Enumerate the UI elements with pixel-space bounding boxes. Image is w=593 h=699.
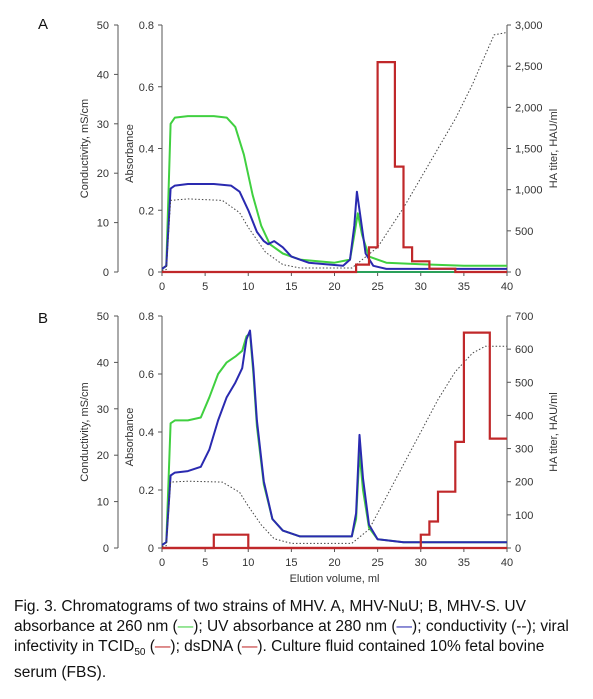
x-tick-label: 5	[202, 281, 208, 293]
absorbance-axis-label: Absorbance	[124, 408, 136, 467]
x-tick-label: 20	[328, 281, 340, 293]
absorbance-tick-label: 0.2	[139, 485, 154, 497]
x-tick-label: 35	[458, 557, 470, 569]
absorbance-tick-label: 0.8	[139, 311, 154, 323]
figure-caption: Fig. 3. Chromatograms of two strains of …	[14, 597, 582, 683]
ha-tick-label: 400	[515, 410, 533, 422]
x-tick-label: 35	[458, 281, 470, 293]
ha-tick-label: 200	[515, 477, 533, 489]
caption-part-3: ); conductivity (--); viral infectivity …	[14, 618, 569, 655]
caption-legend-tcid50: —	[154, 638, 171, 655]
ha-tick-label: 600	[515, 344, 533, 356]
caption-legend-dsdna: —	[241, 638, 258, 655]
absorbance-tick-label: 0	[148, 543, 154, 555]
x-tick-label: 40	[501, 557, 513, 569]
series-uv280-b	[161, 329, 507, 546]
conductivity-tick-label: 0	[103, 543, 109, 555]
absorbance-axis-label: Absorbance	[124, 124, 136, 183]
series-ha_titer-b	[162, 331, 507, 550]
ha-tick-label: 2,000	[515, 102, 543, 114]
ha-tick-label: 1,000	[515, 185, 543, 197]
conductivity-tick-label: 50	[97, 311, 109, 323]
x-tick-label: 5	[202, 557, 208, 569]
ha-tick-label: 0	[515, 543, 521, 555]
conductivity-tick-label: 10	[97, 218, 109, 230]
caption-part-1: Fig. 3. Chromatograms of two strains of …	[14, 598, 526, 635]
x-tick-label: 15	[285, 557, 297, 569]
ha-axis-label: HA titer, HAU/ml	[548, 109, 560, 188]
ha-tick-label: 500	[515, 377, 533, 389]
x-tick-label: 30	[415, 557, 427, 569]
series-uv280-a	[161, 183, 507, 270]
x-tick-label: 40	[501, 281, 513, 293]
conductivity-tick-label: 40	[97, 69, 109, 81]
ha-tick-label: 500	[515, 226, 533, 238]
conductivity-tick-label: 20	[97, 168, 109, 180]
caption-part-6: ). Culture fluid contained 10% fetal bov…	[14, 638, 545, 682]
x-tick-label: 25	[372, 557, 384, 569]
absorbance-tick-label: 0.6	[139, 369, 154, 381]
x-tick-label: 20	[328, 557, 340, 569]
conductivity-axis-label: Conductivity, mS/cm	[79, 99, 91, 198]
conductivity-tick-label: 40	[97, 357, 109, 369]
panel-label-b: B	[38, 310, 48, 327]
conductivity-tick-label: 20	[97, 450, 109, 462]
x-tick-label: 0	[159, 281, 165, 293]
absorbance-tick-label: 0.6	[139, 82, 154, 94]
conductivity-axis-label: Conductivity, mS/cm	[79, 382, 91, 481]
conductivity-tick-label: 30	[97, 119, 109, 131]
x-tick-label: 10	[242, 557, 254, 569]
ha-tick-label: 0	[515, 267, 521, 279]
panel-label-a: A	[38, 16, 48, 33]
x-axis-label: Elution volume, ml	[290, 573, 380, 585]
caption-legend-uv280: —	[396, 618, 413, 635]
conductivity-tick-label: 10	[97, 497, 109, 509]
caption-part-4: (	[145, 638, 155, 655]
series-conductivity-b	[161, 345, 507, 548]
ha-tick-label: 2,500	[515, 61, 543, 73]
x-tick-label: 0	[159, 557, 165, 569]
conductivity-tick-label: 30	[97, 404, 109, 416]
x-tick-label: 15	[285, 281, 297, 293]
absorbance-tick-label: 0.4	[139, 427, 154, 439]
ha-tick-label: 100	[515, 510, 533, 522]
chromatogram-charts: A0 5 10 15 20 25 30 35 4001020304050Conductivity…	[38, 16, 560, 585]
series-uv260-a	[161, 115, 507, 270]
conductivity-tick-label: 50	[97, 20, 109, 32]
caption-legend-uv260: —	[177, 618, 194, 635]
ha-tick-label: 1,500	[515, 144, 543, 156]
x-tick-label: 25	[372, 281, 384, 293]
absorbance-tick-label: 0.8	[139, 20, 154, 32]
ha-axis-label: HA titer, HAU/ml	[548, 392, 560, 471]
caption-subscript: 50	[134, 647, 146, 659]
series-conductivity-a	[161, 31, 508, 271]
absorbance-tick-label: 0.4	[139, 144, 154, 156]
conductivity-tick-label: 0	[103, 267, 109, 279]
caption-part-5: ); dsDNA (	[170, 638, 242, 655]
x-tick-label: 30	[415, 281, 427, 293]
x-tick-label: 10	[242, 281, 254, 293]
absorbance-tick-label: 0.2	[139, 205, 154, 217]
ha-tick-label: 3,000	[515, 20, 543, 32]
series-ha_titer-a	[162, 60, 507, 274]
absorbance-tick-label: 0	[148, 267, 154, 279]
ha-tick-label: 700	[515, 311, 533, 323]
caption-part-2: ); UV absorbance at 280 nm (	[193, 618, 397, 635]
ha-tick-label: 300	[515, 444, 533, 456]
series-uv260-b	[161, 332, 507, 546]
